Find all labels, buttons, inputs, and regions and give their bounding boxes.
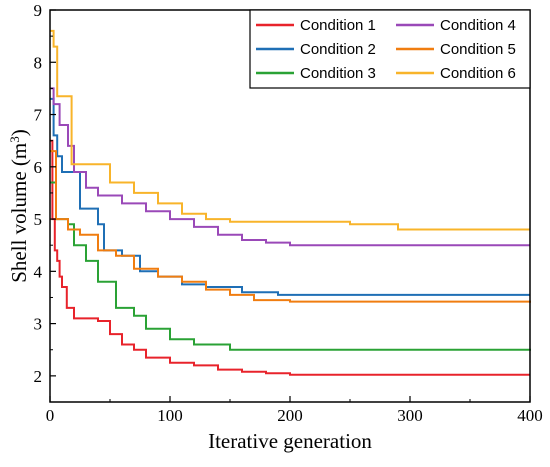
x-axis-title: Iterative generation	[208, 429, 372, 453]
series-layer	[50, 29, 531, 376]
x-tick-label: 100	[157, 406, 183, 425]
legend-label-condition-4: Condition 4	[440, 17, 516, 34]
legend-label-condition-5: Condition 5	[440, 41, 516, 58]
legend-box	[249, 9, 531, 89]
x-tick-label: 0	[46, 406, 55, 425]
legend-label-condition-3: Condition 3	[300, 65, 376, 82]
series-line-condition-5	[50, 150, 531, 303]
legend: Condition 1 Condition 2 Condition 3 Conditi…	[249, 9, 531, 89]
x-tick-label: 300	[397, 406, 423, 425]
legend-label-condition-6: Condition 6	[440, 65, 516, 82]
y-tick-label: 3	[34, 315, 43, 334]
series-line-condition-3	[50, 181, 531, 351]
y-tick-label: 8	[34, 53, 43, 72]
y-tick-label: 9	[34, 1, 43, 20]
y-tick-label: 5	[34, 210, 43, 229]
x-tick-label: 400	[517, 406, 543, 425]
y-tick-label: 2	[34, 367, 43, 386]
y-axis-title-main: Shell volume (m	[7, 143, 31, 283]
series-line-condition-6	[50, 29, 530, 231]
y-tick-label: 6	[34, 158, 43, 177]
ticks-layer: 0 100 200 300 400 2 3 4 5 6 7 8 9	[34, 1, 543, 425]
y-axis-title-close: )	[7, 129, 31, 136]
series-line-condition-2	[50, 97, 530, 296]
x-tick-label: 200	[277, 406, 303, 425]
y-tick-label: 7	[34, 106, 43, 125]
legend-label-condition-1: Condition 1	[300, 17, 376, 34]
legend-label-condition-2: Condition 2	[300, 41, 376, 58]
series-line-condition-4	[50, 87, 530, 247]
series-line-condition-1	[50, 139, 530, 376]
y-axis-title-sup: 3	[7, 136, 22, 143]
y-axis-title: Shell volume (m3)	[7, 129, 32, 283]
y-tick-label: 4	[34, 262, 43, 281]
